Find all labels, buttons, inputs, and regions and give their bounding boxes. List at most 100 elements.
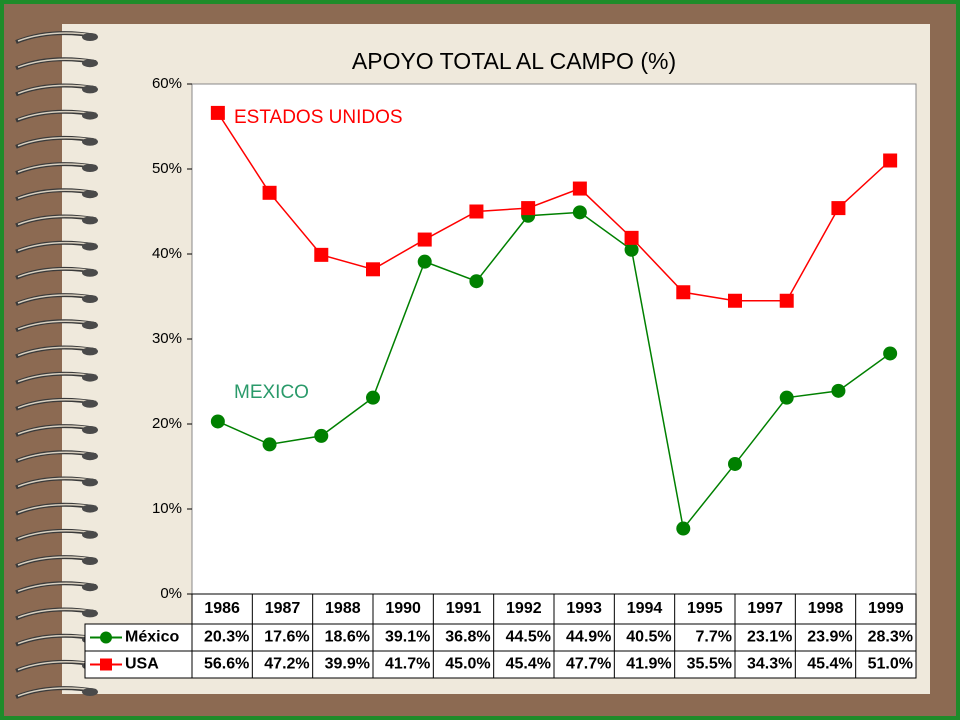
column-header: 1995 xyxy=(687,600,723,617)
ring-hole xyxy=(82,609,98,618)
table-cell: 39.1% xyxy=(385,629,430,646)
y-tick-label: 50% xyxy=(152,160,182,177)
marker xyxy=(728,293,742,308)
marker xyxy=(676,285,691,300)
marker xyxy=(831,201,846,216)
table-cell: 44.5% xyxy=(506,629,551,646)
column-header: 1993 xyxy=(566,600,602,617)
ring-hole xyxy=(82,478,98,487)
y-tick-label: 0% xyxy=(160,585,182,602)
table-cell: 47.2% xyxy=(264,656,309,673)
annotation: MEXICO xyxy=(234,382,309,403)
ring-hole xyxy=(82,216,98,225)
marker xyxy=(469,204,484,219)
ring-hole xyxy=(82,137,98,146)
marker xyxy=(624,230,639,245)
marker xyxy=(728,456,742,471)
marker xyxy=(314,247,329,262)
series-line xyxy=(217,211,891,531)
marker xyxy=(883,346,898,361)
marker xyxy=(572,205,587,220)
table-cell: 41.7% xyxy=(385,656,430,673)
chart-title: APOYO TOTAL AL CAMPO (%) xyxy=(352,48,676,74)
marker xyxy=(572,181,587,196)
table-cell: 36.8% xyxy=(445,629,490,646)
marker xyxy=(676,521,691,536)
marker xyxy=(521,201,536,216)
ring-hole xyxy=(82,557,98,565)
marker xyxy=(262,437,277,452)
y-tick-label: 40% xyxy=(152,245,182,262)
ring-hole xyxy=(82,164,98,172)
column-header: 1999 xyxy=(868,600,904,617)
marker xyxy=(779,293,794,308)
ring-hole xyxy=(82,190,98,199)
table-cell: 45.4% xyxy=(506,656,551,673)
ring-hole xyxy=(82,321,98,330)
table-cell: 56.6% xyxy=(204,656,249,673)
legend-marker xyxy=(100,631,112,644)
plot-area xyxy=(191,83,917,595)
marker xyxy=(883,153,898,168)
marker xyxy=(469,274,484,289)
marker xyxy=(210,105,225,120)
column-header: 1987 xyxy=(265,600,301,617)
table-cell: 40.5% xyxy=(626,629,671,646)
annotation: ESTADOS UNIDOS xyxy=(234,107,403,128)
series-line xyxy=(217,112,891,302)
table-cell: 23.9% xyxy=(807,629,852,646)
table-cell: 39.9% xyxy=(325,656,370,673)
column-header: 1986 xyxy=(204,600,240,617)
table-cell: 51.0% xyxy=(868,656,913,673)
table-cell: 7.7% xyxy=(696,629,732,646)
ring-hole xyxy=(82,85,98,94)
ring-hole xyxy=(82,347,98,356)
table-cell: 18.6% xyxy=(325,629,370,646)
marker xyxy=(417,254,432,269)
column-header: 1991 xyxy=(446,600,482,617)
table-cell: 41.9% xyxy=(626,656,671,673)
marker xyxy=(366,262,380,277)
ring-hole xyxy=(82,399,98,408)
ring-hole xyxy=(82,688,98,696)
table-cell: 28.3% xyxy=(868,629,913,646)
y-tick-label: 60% xyxy=(152,75,182,92)
ring-hole xyxy=(82,295,98,303)
ring-hole xyxy=(82,59,98,68)
ring-hole xyxy=(82,33,98,41)
ring-hole xyxy=(82,504,98,513)
column-header: 1998 xyxy=(808,600,844,617)
legend-label: México xyxy=(125,629,179,646)
legend-label: USA xyxy=(125,656,159,673)
marker xyxy=(314,428,329,443)
column-header: 1994 xyxy=(627,600,663,617)
table-cell: 47.7% xyxy=(566,656,611,673)
marker xyxy=(262,185,277,200)
legend-marker xyxy=(100,658,112,671)
y-tick-label: 30% xyxy=(152,330,182,347)
marker xyxy=(210,414,225,429)
ring-hole xyxy=(82,373,98,382)
table-cell: 44.9% xyxy=(566,629,611,646)
table-cell: 20.3% xyxy=(204,629,249,646)
marker xyxy=(831,383,846,398)
y-tick-label: 20% xyxy=(152,415,182,432)
ring-hole xyxy=(82,242,98,251)
marker xyxy=(624,242,639,257)
marker xyxy=(417,232,432,247)
y-tick-label: 10% xyxy=(152,500,182,517)
marker xyxy=(779,390,794,405)
ring-hole xyxy=(82,111,98,120)
ring-hole xyxy=(82,426,98,434)
column-header: 1990 xyxy=(385,600,421,617)
table-cell: 17.6% xyxy=(264,629,309,646)
table-cell: 45.4% xyxy=(807,656,852,673)
ring-hole xyxy=(82,530,98,539)
table-cell: 23.1% xyxy=(747,629,792,646)
ring-hole xyxy=(82,452,98,461)
column-header: 1997 xyxy=(747,600,783,617)
table-cell: 35.5% xyxy=(687,656,732,673)
ring-hole xyxy=(82,268,98,277)
